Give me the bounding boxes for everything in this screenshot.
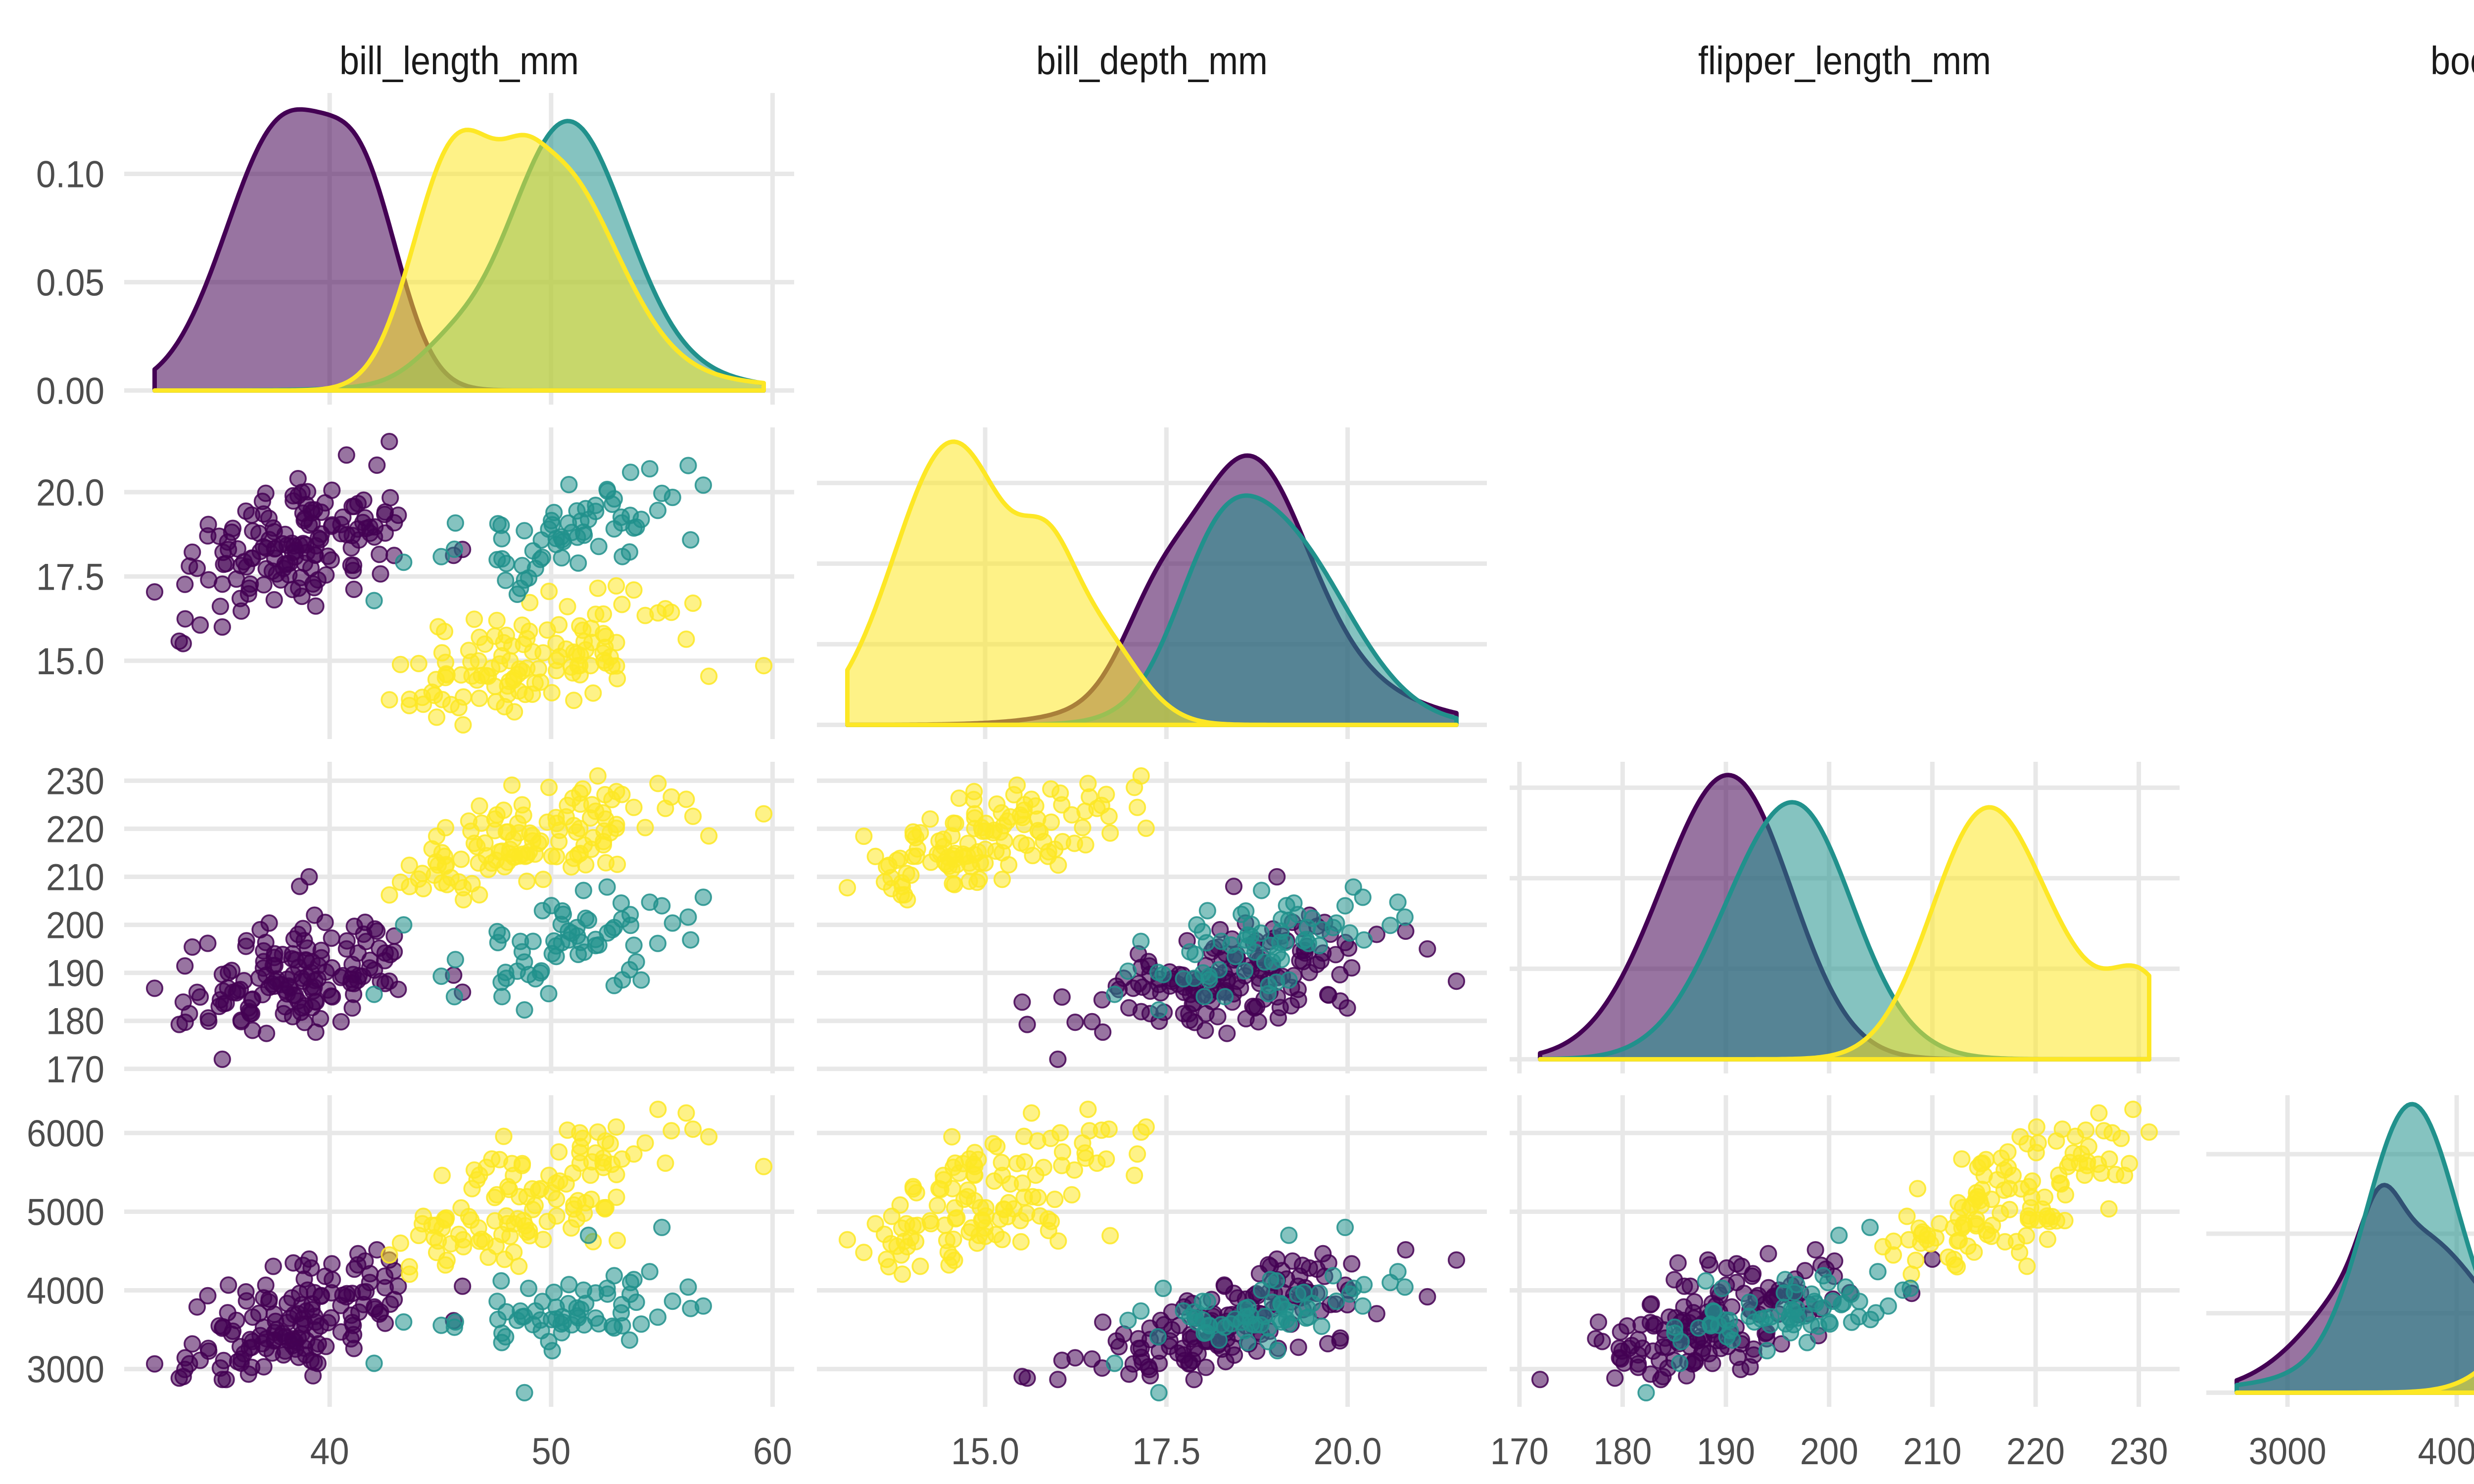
svg-text:17.5: 17.5 bbox=[1132, 1431, 1200, 1473]
svg-text:220: 220 bbox=[46, 808, 104, 850]
svg-text:200: 200 bbox=[46, 905, 104, 947]
svg-text:5000: 5000 bbox=[27, 1192, 104, 1234]
svg-text:210: 210 bbox=[46, 857, 104, 899]
svg-text:200: 200 bbox=[1800, 1431, 1858, 1473]
svg-text:0.00: 0.00 bbox=[36, 370, 104, 412]
svg-text:3000: 3000 bbox=[27, 1349, 104, 1391]
svg-text:60: 60 bbox=[753, 1431, 792, 1473]
svg-text:15.0: 15.0 bbox=[36, 641, 104, 683]
svg-text:220: 220 bbox=[2006, 1431, 2065, 1473]
svg-text:20.0: 20.0 bbox=[1314, 1431, 1382, 1473]
svg-text:230: 230 bbox=[46, 760, 104, 802]
svg-text:170: 170 bbox=[1490, 1431, 1549, 1473]
svg-text:17.5: 17.5 bbox=[36, 556, 104, 598]
svg-text:0.05: 0.05 bbox=[36, 262, 104, 304]
svg-text:210: 210 bbox=[1903, 1431, 1961, 1473]
svg-text:body_mass_g: body_mass_g bbox=[2430, 39, 2474, 83]
svg-text:15.0: 15.0 bbox=[951, 1431, 1019, 1473]
svg-text:170: 170 bbox=[46, 1049, 104, 1091]
svg-text:190: 190 bbox=[46, 953, 104, 995]
svg-text:3000: 3000 bbox=[2249, 1431, 2327, 1473]
svg-text:flipper_length_mm: flipper_length_mm bbox=[1698, 39, 1991, 83]
svg-text:180: 180 bbox=[1593, 1431, 1652, 1473]
svg-text:180: 180 bbox=[46, 1001, 104, 1043]
svg-text:4000: 4000 bbox=[27, 1270, 104, 1312]
svg-text:bill_length_mm: bill_length_mm bbox=[339, 39, 579, 83]
svg-text:4000: 4000 bbox=[2418, 1431, 2474, 1473]
svg-text:50: 50 bbox=[531, 1431, 571, 1473]
svg-text:6000: 6000 bbox=[27, 1113, 104, 1155]
svg-text:20.0: 20.0 bbox=[36, 472, 104, 514]
svg-text:bill_depth_mm: bill_depth_mm bbox=[1036, 39, 1268, 83]
svg-text:40: 40 bbox=[310, 1431, 349, 1473]
svg-text:190: 190 bbox=[1697, 1431, 1755, 1473]
svg-text:0.10: 0.10 bbox=[36, 154, 104, 196]
svg-text:230: 230 bbox=[2110, 1431, 2168, 1473]
